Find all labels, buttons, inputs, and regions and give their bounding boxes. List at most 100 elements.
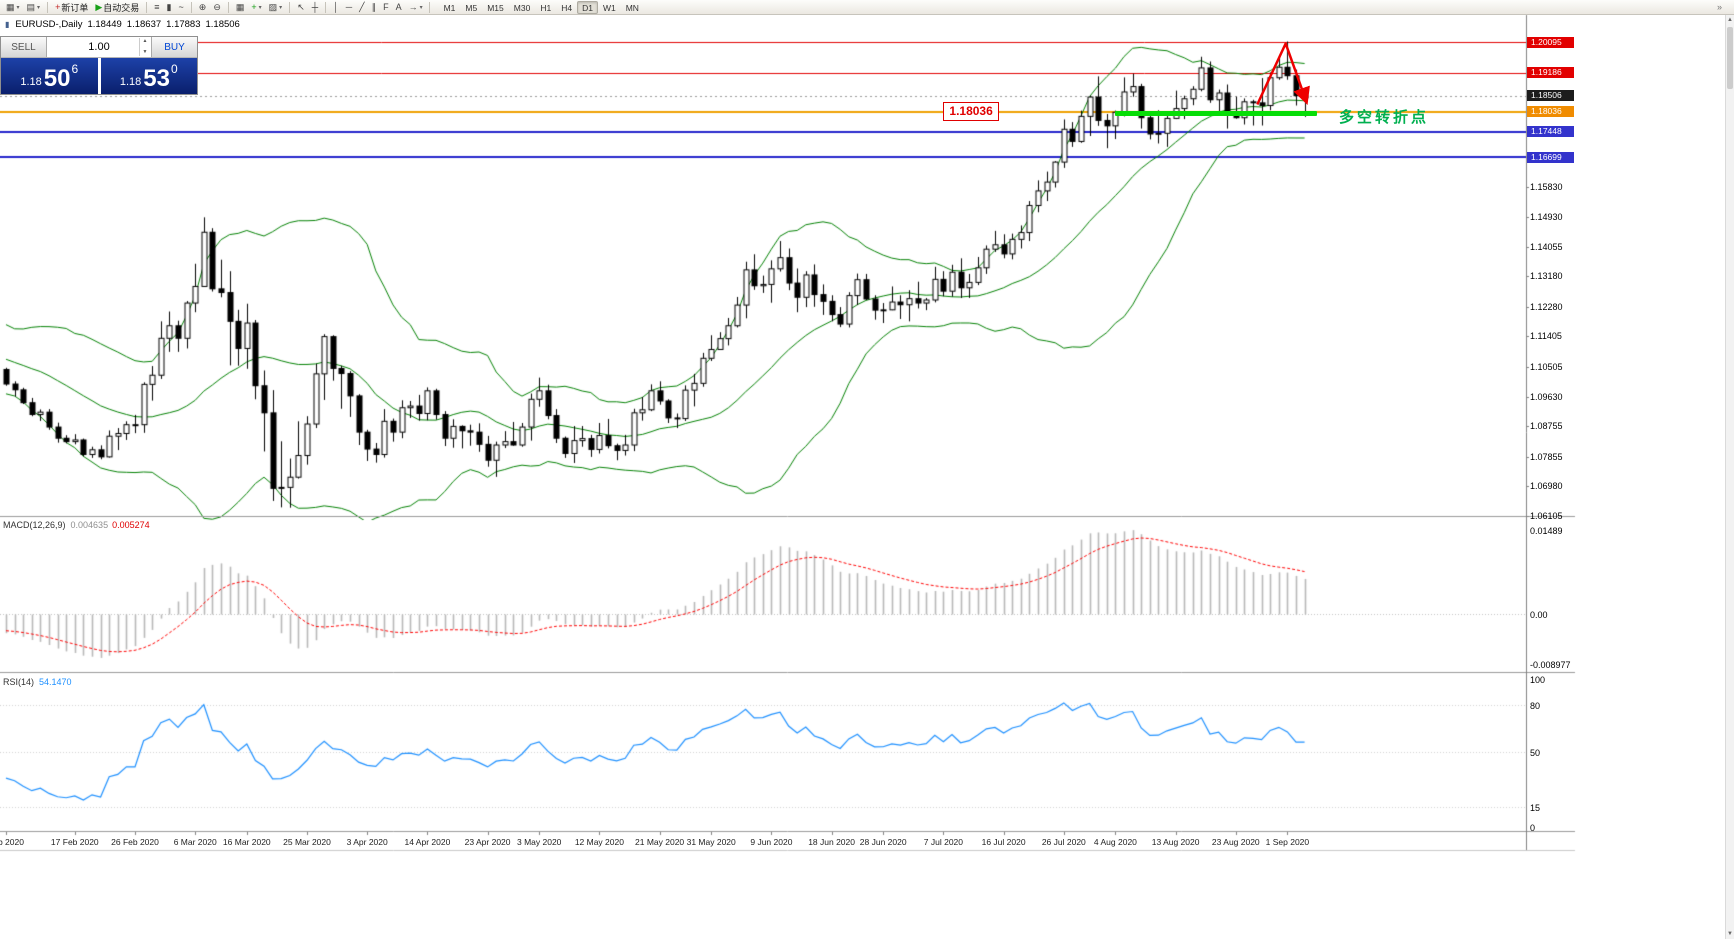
chart-header: ▮ EURUSD-,Daily 1.18449 1.18637 1.17883 …: [5, 19, 240, 30]
sell-price-box[interactable]: 1.18 50 6: [1, 58, 98, 94]
equidistant-channel-button[interactable]: ∥: [369, 1, 380, 14]
scroll-down-icon[interactable]: ▼: [1727, 931, 1733, 937]
date-axis-label: 14 Apr 2020: [404, 837, 451, 847]
support-price-label[interactable]: 1.18036: [943, 101, 999, 121]
timeframe-bar: M1 M5 M15 M30 H1 H4 D1 W1 MN: [439, 0, 644, 14]
buy-price-big: 53: [143, 65, 170, 92]
new-order-button[interactable]: + 新订单: [52, 1, 91, 14]
crosshair-button[interactable]: ┼: [309, 1, 321, 14]
one-click-trade-panel: SELL 1.00 ▲ ▼ BUY 1.18 50 6 1.18 53 0: [0, 36, 198, 95]
bar-chart-mode-icon: ≡: [154, 1, 160, 12]
ohlc-low: 1.17883: [166, 19, 201, 30]
date-axis-label: 16 Jul 2020: [981, 837, 1026, 847]
volume-value: 1.00: [88, 41, 110, 53]
timeframe-w1-button[interactable]: W1: [602, 2, 616, 13]
timeframe-m30-button[interactable]: M30: [513, 2, 531, 13]
horizontal-line-button[interactable]: ─: [343, 1, 355, 14]
toolbar-overflow-icon[interactable]: »: [1716, 2, 1722, 12]
price-tick-label: 1.06105: [1530, 511, 1563, 521]
buy-price-pip: 0: [170, 62, 178, 76]
price-tag: 1.19186: [1527, 67, 1574, 79]
templates-button[interactable]: ▨ ▾: [266, 1, 286, 14]
candlestick-mode-icon: ▮: [166, 1, 172, 12]
toolbar-separator: [227, 1, 229, 13]
price-tag: 1.16699: [1527, 151, 1574, 163]
candlestick-mode-button[interactable]: ▮: [164, 1, 175, 14]
ohlc-open: 1.18449: [87, 19, 122, 30]
timeframe-m15-button[interactable]: M15: [487, 2, 504, 13]
tile-windows-button[interactable]: ▦: [233, 1, 248, 14]
buy-price-box[interactable]: 1.18 53 0: [100, 58, 197, 94]
chart-profiles-button[interactable]: ▤ ▾: [24, 1, 44, 14]
support-zone-line[interactable]: [1115, 111, 1318, 117]
turning-point-text: 多空转折点: [1339, 108, 1430, 126]
spinner-up-icon[interactable]: ▲: [142, 38, 148, 44]
volume-stepper[interactable]: ▲ ▼: [139, 38, 150, 56]
arrows-tool-button[interactable]: → ▾: [406, 1, 426, 14]
rsi-axis-label: 50: [1530, 748, 1541, 758]
dropdown-arrow-icon[interactable]: ▾: [419, 4, 423, 11]
new-chart-button[interactable]: ▦ ▾: [3, 1, 23, 14]
zoom-out-button[interactable]: ⊖: [210, 1, 224, 14]
bar-chart-mode-button[interactable]: ≡: [151, 1, 162, 14]
ohlc-close: 1.18506: [205, 19, 240, 30]
cursor-button[interactable]: ↖: [294, 1, 308, 14]
price-tag: 1.20095: [1527, 36, 1574, 48]
new-chart-icon: ▦: [6, 1, 15, 12]
toolbar-separator: [289, 1, 291, 13]
timeframe-m1-button[interactable]: M1: [443, 2, 456, 13]
rsi-axis-label: 80: [1530, 701, 1541, 712]
sell-price-prefix: 1.18: [20, 76, 42, 88]
timeframe-mn-button[interactable]: MN: [625, 2, 639, 13]
dropdown-arrow-icon[interactable]: ▾: [279, 4, 283, 11]
rsi-name: RSI(14): [3, 677, 35, 687]
vertical-scrollbar[interactable]: ▲ ▼: [1725, 15, 1734, 939]
sell-price-pip: 6: [71, 62, 79, 76]
price-tick-label: 1.06980: [1530, 481, 1563, 492]
vertical-line-button[interactable]: │: [330, 1, 342, 14]
date-axis-label: 4 Aug 2020: [1093, 837, 1137, 847]
fibonacci-icon: F: [383, 1, 389, 12]
scrollbar-thumb[interactable]: [1727, 27, 1733, 89]
dropdown-arrow-icon[interactable]: ▾: [16, 4, 20, 11]
text-tool-icon: A: [395, 1, 402, 12]
toolbar-separator: [47, 1, 49, 13]
date-axis-label: 16 Mar 2020: [222, 837, 271, 847]
text-tool-button[interactable]: A: [393, 1, 405, 14]
horizontal-line-icon: ─: [345, 1, 353, 12]
volume-input[interactable]: 1.00 ▲ ▼: [47, 37, 151, 57]
date-axis-label: 1 Sep 2020: [1265, 837, 1310, 847]
spinner-down-icon[interactable]: ▼: [142, 49, 148, 55]
trendline-button[interactable]: ╱: [356, 1, 367, 14]
sell-price-big: 50: [43, 65, 71, 92]
date-axis-label: Feb 2020: [0, 837, 24, 847]
macd-signal-value: 0.005274: [112, 520, 150, 530]
fibonacci-button[interactable]: F: [380, 1, 392, 14]
timeframe-d1-button[interactable]: D1: [577, 0, 598, 14]
timeframe-h4-button[interactable]: H4: [561, 2, 573, 13]
new-order-label: 新订单: [61, 2, 89, 13]
cursor-icon: ↖: [297, 1, 305, 12]
chart-window-icon: ▮: [5, 20, 10, 29]
dropdown-arrow-icon[interactable]: ▾: [37, 4, 41, 11]
sell-label: SELL: [11, 41, 36, 53]
price-tick-label: 1.14055: [1530, 241, 1563, 252]
timeframe-m5-button[interactable]: M5: [465, 2, 478, 13]
timeframe-h1-button[interactable]: H1: [540, 2, 552, 13]
scroll-up-icon[interactable]: ▲: [1727, 17, 1733, 23]
chart-profiles-icon: ▤: [26, 1, 36, 12]
buy-button[interactable]: BUY: [151, 37, 197, 57]
date-axis-label: 12 May 2020: [574, 837, 624, 847]
toolbar: ▦ ▾ ▤ ▾ + 新订单 ▶ 自动交易 ≡ ▮ ~ ⊕ ⊖ ▦ + ▾ ▨ ▾ ↖ ┼ │ ─ ╱ ∥ F A → ▾ M1 M5 M1…: [0, 0, 1734, 15]
toolbar-groups: ▦ ▾ ▤ ▾ + 新订单 ▶ 自动交易 ≡ ▮ ~ ⊕ ⊖ ▦ + ▾ ▨ ▾ ↖ ┼ │ ─ ╱ ∥ F A → ▾: [3, 1, 426, 14]
toolbar-separator: [325, 1, 327, 13]
auto-trading-button[interactable]: ▶ 自动交易: [92, 1, 142, 14]
line-chart-mode-button[interactable]: ~: [176, 1, 187, 14]
crosshair-icon: ┼: [311, 1, 319, 12]
price-tag: 1.18036: [1527, 106, 1574, 118]
sell-button[interactable]: SELL: [1, 37, 47, 57]
dropdown-arrow-icon[interactable]: ▾: [258, 4, 262, 11]
zoom-in-button[interactable]: ⊕: [196, 1, 210, 14]
indicators-button[interactable]: + ▾: [248, 1, 264, 14]
